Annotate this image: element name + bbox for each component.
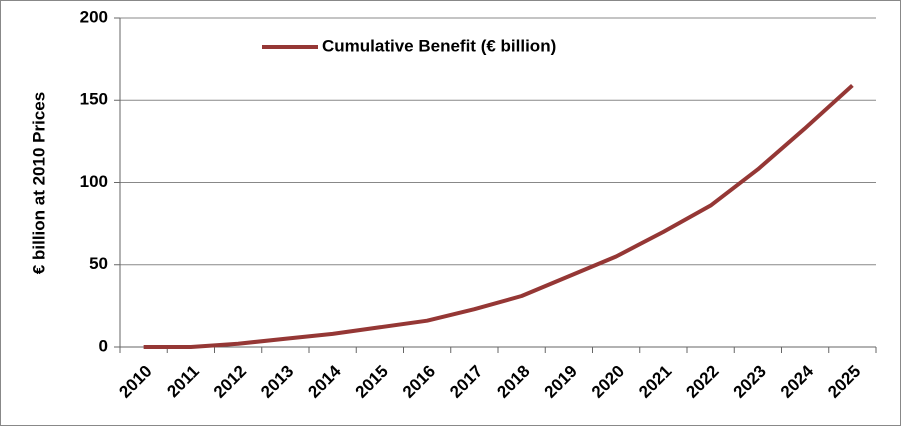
y-axis-label: € billion at 2010 Prices: [29, 92, 48, 274]
legend-label: Cumulative Benefit (€ billion): [322, 36, 556, 55]
y-tick-label: 50: [89, 254, 108, 273]
y-tick-label: 200: [80, 7, 108, 26]
y-tick-label: 100: [80, 172, 108, 191]
y-tick-label: 150: [80, 90, 108, 109]
y-tick-label: 0: [99, 336, 108, 355]
data-line: [143, 83, 854, 349]
